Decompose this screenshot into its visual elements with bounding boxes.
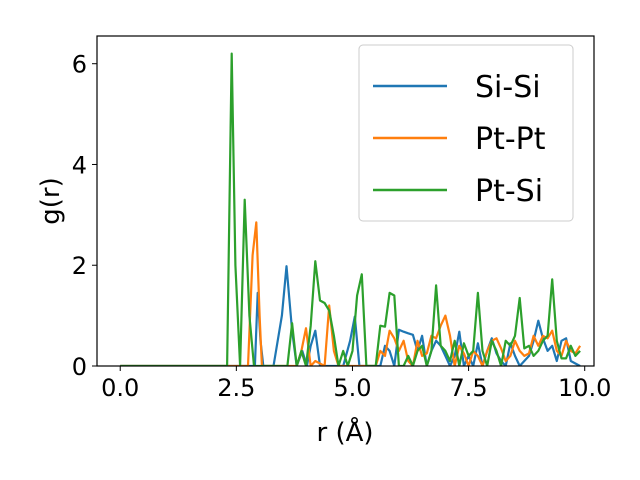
legend-label-0: Si-Si <box>475 70 541 105</box>
x-tick-label: 10.0 <box>558 374 611 402</box>
y-axis-label: g(r) <box>36 177 66 224</box>
x-axis-label: r (Å) <box>316 416 373 448</box>
plot-frame <box>96 35 595 367</box>
legend: Si-Si Pt-Pt Pt-Si <box>358 44 574 222</box>
x-tick-label: 7.5 <box>450 374 488 402</box>
x-tick-label: 2.5 <box>217 374 255 402</box>
y-tick-label: 2 <box>72 252 87 280</box>
legend-box <box>358 44 574 222</box>
x-tick-label: 5.0 <box>333 374 371 402</box>
y-tick-label: 6 <box>72 51 87 79</box>
y-tick-label: 4 <box>72 151 87 179</box>
series-line-2 <box>120 52 581 366</box>
legend-label-2: Pt-Si <box>475 174 543 209</box>
y-axis: 0 2 4 6 <box>72 51 97 381</box>
series-layer <box>120 52 582 366</box>
legend-label-1: Pt-Pt <box>475 122 546 157</box>
y-tick-label: 0 <box>72 353 87 381</box>
x-tick-label: 0.0 <box>101 374 139 402</box>
series-line-1 <box>120 221 582 366</box>
x-axis: 0.0 2.5 5.0 7.5 10.0 <box>101 366 611 402</box>
